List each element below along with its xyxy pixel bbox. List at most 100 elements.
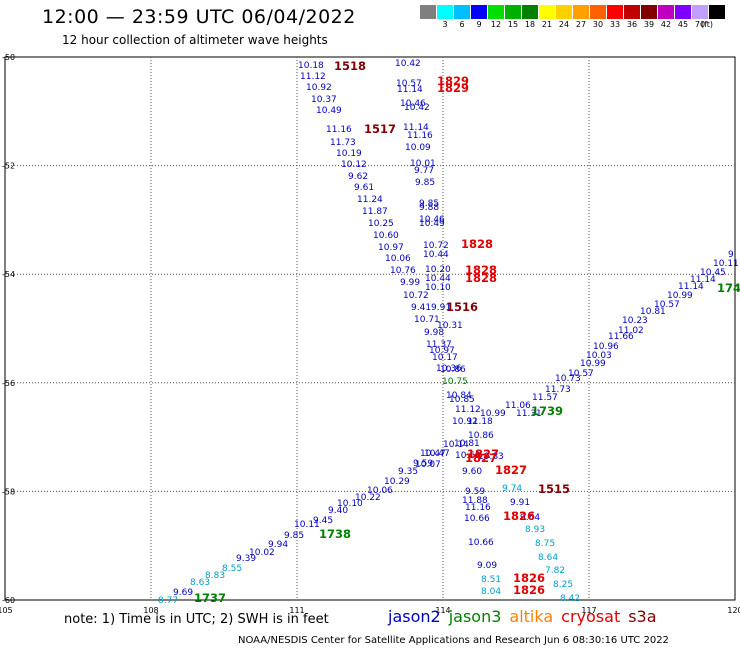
wave-height-label: 10.17	[432, 353, 458, 363]
wave-height-label: 10.99	[580, 359, 606, 369]
pass-time-label: 1827	[495, 463, 527, 477]
color-swatch	[488, 5, 505, 19]
wave-height-label: 10.81	[640, 307, 666, 317]
wave-height-label: 10.11	[294, 520, 320, 530]
wave-height-label: 10.85	[449, 395, 475, 405]
pass-time-label: 1515	[538, 482, 570, 496]
wave-height-label: 9.98	[424, 328, 444, 338]
wave-height-label: 10.92	[452, 417, 478, 427]
latitude-label: -58	[2, 487, 15, 496]
wave-height-label: 10.46	[400, 99, 426, 109]
color-swatch	[692, 5, 709, 19]
wave-height-label: 10.76	[390, 266, 416, 276]
wave-height-label: 10.11	[713, 259, 739, 269]
pass-time-label: 1738	[319, 527, 351, 541]
wave-height-label: 10.72	[423, 241, 449, 251]
wave-height-label: 9.88	[419, 203, 439, 213]
satellite-legend-item: jason2	[388, 607, 441, 626]
wave-height-label: 10.97	[378, 243, 404, 253]
wave-height-label: 10.49	[316, 106, 342, 116]
wave-height-label: 10.36	[436, 364, 462, 374]
color-swatch	[437, 5, 454, 19]
color-swatch	[556, 5, 573, 19]
wave-height-label: 10.71	[414, 315, 440, 325]
wave-height-label: 11.31	[516, 409, 542, 419]
color-scale-label: 36	[626, 20, 638, 29]
wave-height-label: 8.04	[481, 587, 501, 597]
wave-height-label: 10.42	[395, 59, 421, 69]
pass-time-label: 1828	[465, 271, 497, 285]
page-title: 12:00 — 23:59 UTC 06/04/2022	[42, 6, 356, 28]
wave-height-label: 11.87	[362, 207, 388, 217]
pass-time-label: 1829	[437, 74, 469, 88]
wave-height-label: 10.20	[425, 265, 451, 275]
color-scale-label: 42	[660, 20, 672, 29]
wave-height-label: 8.64	[538, 553, 558, 563]
color-scale-swatches	[420, 5, 726, 19]
wave-height-label: 11.14	[397, 85, 423, 95]
wave-height-label: 10.45	[700, 268, 726, 278]
color-swatch	[607, 5, 624, 19]
color-scale-label: 30	[592, 20, 604, 29]
color-scale-label: 15	[507, 20, 519, 29]
wave-height-label: 9.69	[173, 588, 193, 598]
wave-height-label: 10.81	[454, 439, 480, 449]
wave-height-label: 10.07	[415, 460, 441, 470]
wave-height-label: 10.10	[425, 283, 451, 293]
color-swatch	[539, 5, 556, 19]
wave-height-label: 10.06	[385, 254, 411, 264]
wave-height-label: 9.62	[348, 172, 368, 182]
color-scale-label: 18	[524, 20, 536, 29]
wave-height-label: 9.61	[354, 183, 374, 193]
pass-time-label: 1518	[334, 59, 366, 73]
wave-height-label: 10.66	[468, 538, 494, 548]
color-swatch	[471, 5, 488, 19]
wave-height-label: 9.39	[236, 554, 256, 564]
pass-time-label: 1829	[437, 81, 469, 95]
color-scale-label: 9	[476, 20, 482, 29]
latitude-label: -50	[2, 53, 15, 62]
color-swatch	[709, 5, 726, 19]
wave-height-label: 9.59	[465, 487, 485, 497]
map-frame	[4, 56, 736, 601]
longitude-label: 105	[0, 606, 13, 615]
satellite-legend-item: s3a	[628, 607, 657, 626]
pass-time-label: 174	[717, 281, 740, 295]
wave-height-label: 9.91	[510, 498, 530, 508]
page-subtitle: 12 hour collection of altimeter wave hei…	[62, 33, 328, 47]
wave-height-label: 10.02	[249, 548, 275, 558]
wave-height-label: 9.74	[502, 484, 522, 494]
wave-height-label: 7.82	[545, 566, 565, 576]
color-scale-label: 39	[643, 20, 655, 29]
wave-height-label: 10.44	[423, 250, 449, 260]
color-swatch	[624, 5, 641, 19]
wave-height-label: 9.85	[284, 531, 304, 541]
wave-height-label: 9.99	[400, 278, 420, 288]
pass-time-label: 1826	[513, 583, 545, 597]
wave-height-label: 9.64	[520, 513, 540, 523]
wave-height-label: 11.02	[618, 326, 644, 336]
wave-height-label: 10.49	[419, 219, 445, 229]
wave-height-label: 11.16	[465, 503, 491, 513]
wave-height-label: 11.24	[357, 195, 383, 205]
pass-time-label: 1826	[503, 509, 535, 523]
wave-height-label: 10.57	[568, 369, 594, 379]
color-scale-legend: 3 6 9 12 15 18 21 24 27 30 33 36 39 42 45 70 (ft)	[420, 5, 726, 31]
wave-height-label: 11.14	[678, 282, 704, 292]
wave-height-label: 10.25	[368, 219, 394, 229]
longitude-label: 111	[289, 606, 304, 615]
pass-time-label: 1737	[194, 591, 226, 605]
color-swatch	[420, 5, 437, 19]
wave-height-label: 10.42	[404, 103, 430, 113]
wave-height-label: 10.01	[410, 159, 436, 169]
wave-height-label: 9.41	[411, 303, 431, 313]
wave-height-label: 8.63	[190, 578, 210, 588]
wave-height-label: 10.03	[586, 351, 612, 361]
satellite-legend-item: cryosat	[561, 607, 621, 626]
color-swatch	[641, 5, 658, 19]
pass-time-label: 1739	[531, 404, 563, 418]
pass-time-label: 1826	[513, 571, 545, 585]
latitude-label: -54	[2, 270, 15, 279]
credit-line: NOAA/NESDIS Center for Satellite Applica…	[238, 635, 669, 646]
